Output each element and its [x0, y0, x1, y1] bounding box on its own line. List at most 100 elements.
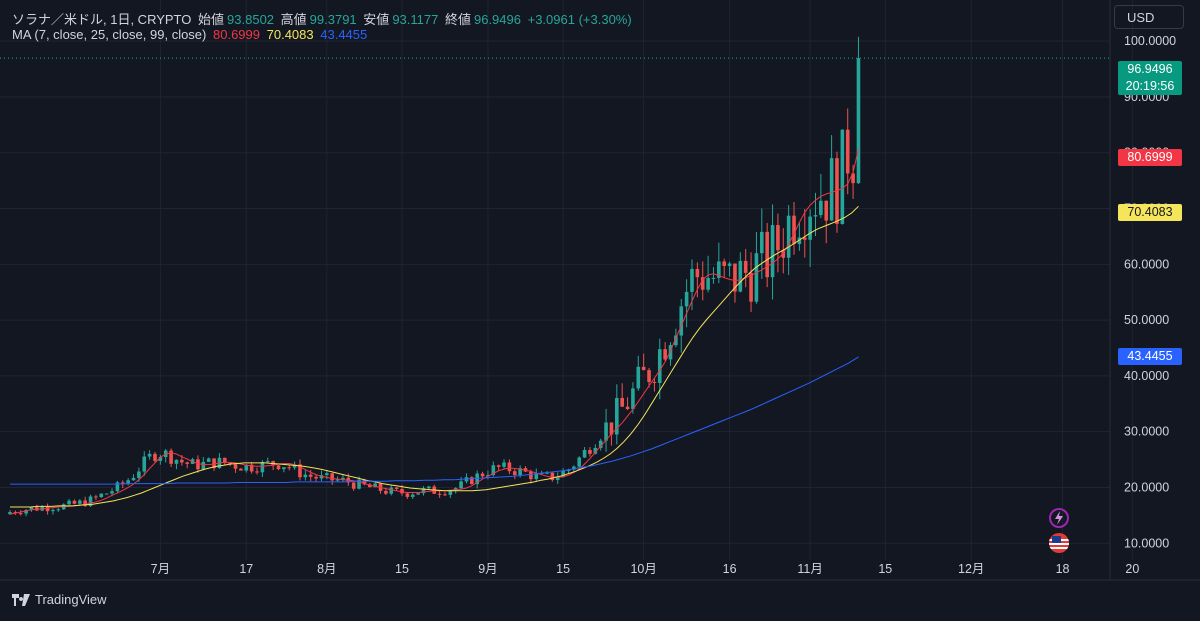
candle-body: [351, 482, 356, 489]
candle-body: [566, 469, 571, 471]
candle-body: [679, 306, 684, 336]
candle-body: [641, 366, 646, 371]
candle-body: [588, 449, 592, 454]
candle-body: [437, 493, 442, 495]
low-value: 93.1177: [392, 12, 439, 27]
candle-body: [24, 510, 28, 514]
candle-body: [303, 474, 308, 478]
candle-body: [502, 462, 506, 467]
symbol-name[interactable]: ソラナ／米ドル, 1日, CRYPTO: [12, 12, 192, 27]
candle-body: [362, 479, 367, 485]
candle-body: [840, 129, 845, 224]
ma-legend[interactable]: MA (7, close, 25, close, 99, close) 80.6…: [12, 27, 370, 42]
candle-body: [249, 464, 254, 472]
ma99-price-tag: 43.4455: [1118, 348, 1182, 365]
candle-body: [405, 493, 410, 497]
candle-body: [367, 484, 372, 488]
candle-body: [647, 370, 651, 382]
candle-body: [813, 215, 818, 217]
high-value: 99.3791: [309, 12, 357, 27]
candle-body: [115, 482, 120, 492]
candle-body: [206, 458, 211, 462]
candle-body: [663, 349, 667, 360]
x-tick-label: 8月: [317, 562, 336, 576]
candle-body: [604, 422, 608, 441]
candle-body: [808, 216, 812, 240]
candle-body: [223, 457, 227, 464]
ma25-value: 70.4083: [266, 27, 314, 42]
candle-body: [776, 225, 780, 251]
candle-body: [330, 473, 334, 481]
candle-body: [851, 173, 855, 184]
candle-body: [427, 486, 431, 489]
x-tick-label: 15: [395, 562, 409, 576]
x-tick-label: 18: [1056, 562, 1070, 576]
candle-body: [786, 215, 791, 258]
ohlc-legend: ソラナ／米ドル, 1日, CRYPTO 始値 93.8502 高値 99.3791 …: [12, 9, 635, 28]
x-tick-label: 9月: [478, 562, 497, 576]
candle-body: [470, 477, 474, 485]
candle-body: [534, 473, 539, 480]
candle-body: [625, 406, 630, 410]
candle-body: [158, 457, 163, 461]
ma-label[interactable]: MA (7, close, 25, close, 99, close): [12, 27, 207, 42]
candle-body: [99, 493, 104, 498]
ma-line-0: [9, 148, 859, 515]
candle-body: [829, 158, 834, 221]
brand-footer[interactable]: TradingView: [12, 592, 107, 607]
candle-body: [733, 263, 737, 292]
y-tick-label: 20.0000: [1124, 480, 1169, 494]
candle-body: [298, 464, 302, 478]
candle-body: [18, 513, 23, 515]
candle-body: [88, 496, 93, 507]
candle-body: [51, 509, 55, 512]
candle-body: [550, 472, 555, 481]
candle-body: [706, 278, 710, 290]
candle-body: [754, 253, 759, 302]
candle-body: [529, 471, 533, 480]
y-tick-label: 30.0000: [1124, 425, 1169, 439]
close-label: 終値: [444, 12, 471, 27]
us-flag-icon[interactable]: [1049, 533, 1069, 553]
high-label: 高値: [280, 12, 307, 27]
candle-body: [657, 349, 662, 383]
candle-body: [819, 200, 823, 216]
candle-body: [636, 366, 641, 389]
candle-body: [856, 58, 861, 184]
currency-button[interactable]: USD: [1114, 5, 1184, 29]
candle-body: [314, 476, 318, 479]
candle-body: [265, 461, 270, 463]
x-tick-label: 10月: [630, 562, 656, 576]
candle-body: [233, 464, 238, 469]
candle-body: [244, 464, 249, 471]
last-price-value: 96.9496: [1127, 62, 1173, 76]
grid: [0, 0, 1200, 581]
candle-body: [341, 477, 345, 480]
ma7-value: 80.6999: [213, 27, 260, 42]
candle-body: [335, 479, 340, 481]
candle-body: [668, 345, 673, 360]
time-axis[interactable]: 7月 17 8月 15 9月 15 10月 16 11月 15 12月 18 20: [151, 562, 1140, 576]
x-tick-label: 16: [723, 562, 737, 576]
candle-body: [824, 200, 829, 221]
y-tick-label: 10.0000: [1124, 536, 1169, 550]
candle-body: [561, 470, 565, 478]
candle-body: [512, 471, 517, 476]
ma-line-2: [10, 356, 859, 485]
y-tick-label: 40.0000: [1124, 369, 1169, 383]
candle-body: [770, 225, 775, 278]
candle-body: [765, 231, 769, 278]
candle-body: [8, 512, 12, 515]
candle-body: [598, 440, 603, 448]
candle-body: [357, 479, 361, 489]
candle-body: [83, 500, 87, 507]
candle-body: [131, 477, 136, 481]
price-axis[interactable]: 10.0000 20.0000 30.0000 40.0000 50.0000 60.00…: [1124, 34, 1176, 550]
candle-body: [448, 490, 453, 495]
candle-body: [110, 491, 114, 494]
lightning-icon[interactable]: [1049, 508, 1069, 528]
candle-body: [845, 129, 850, 174]
candle-body: [507, 462, 512, 472]
